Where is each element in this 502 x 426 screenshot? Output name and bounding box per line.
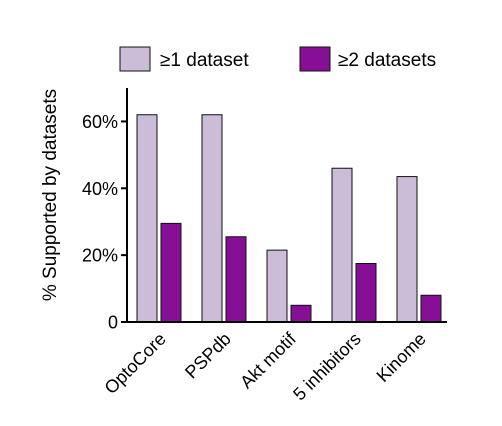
x-tick-label-5-inhibitors: 5 inhibitors: [289, 329, 365, 405]
legend-swatch-1: [119, 46, 151, 72]
bar-series2-optocore: [160, 222, 182, 323]
bar-series2-5-inhibitors: [355, 263, 377, 323]
y-tick-label: 40%: [82, 179, 118, 199]
bar-series1-akt-motif: [266, 249, 288, 323]
bar-series1-kinome: [396, 176, 418, 323]
x-tick-label-optocore: OptoCore: [100, 329, 169, 398]
bar-series1-optocore: [136, 114, 158, 323]
bar-series2-akt-motif: [290, 304, 312, 323]
bar-series2-kinome: [420, 294, 442, 323]
legend: ≥1 dataset ≥2 datasets: [119, 46, 436, 72]
x-tick-label-akt-motif: Akt motif: [236, 328, 300, 392]
axes: [126, 88, 447, 323]
bar-series2-pspdb: [225, 236, 247, 323]
legend-swatch-2: [299, 46, 331, 72]
legend-label-2: ≥2 datasets: [338, 50, 436, 71]
legend-label-1: ≥1 dataset: [160, 50, 249, 71]
bars: [136, 114, 442, 323]
bar-series1-5-inhibitors: [331, 167, 353, 323]
y-tick-label: 20%: [82, 246, 118, 266]
x-tick-label-pspdb: PSPdb: [181, 329, 235, 383]
bar-series1-pspdb: [201, 114, 223, 323]
y-tick-label: 60%: [82, 112, 118, 132]
y-tick-label: 0: [108, 313, 118, 333]
y-axis-label: % Supported by datasets: [40, 89, 61, 301]
y-ticks: 0 20% 40% 60%: [82, 112, 127, 333]
x-tick-label-kinome: Kinome: [373, 329, 430, 386]
